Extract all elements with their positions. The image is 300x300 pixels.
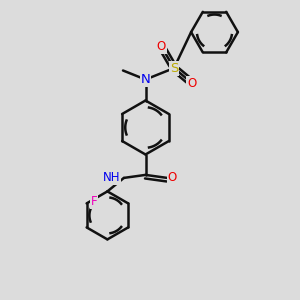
Text: NH: NH [103,171,120,184]
Text: S: S [170,61,178,75]
Text: N: N [141,73,150,86]
Text: F: F [91,195,98,208]
Text: O: O [188,76,196,90]
Text: O: O [168,171,177,184]
Text: O: O [157,40,166,53]
